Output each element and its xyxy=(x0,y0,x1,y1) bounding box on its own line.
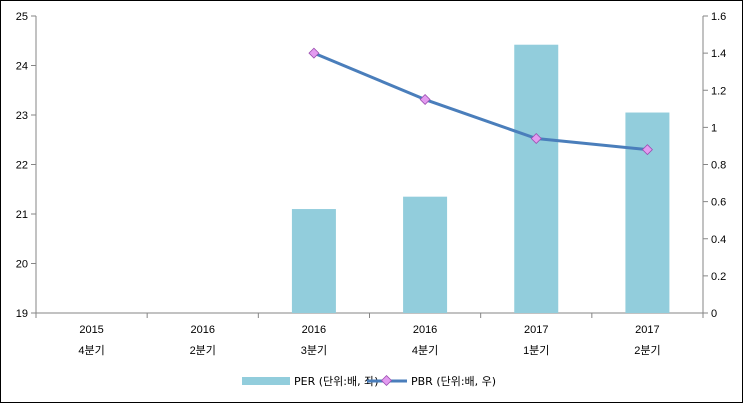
x-tick-label-quarter: 4분기 xyxy=(78,344,104,357)
x-tick-label-quarter: 3분기 xyxy=(301,344,327,357)
left-tick-label: 22 xyxy=(16,160,28,172)
pbr-point xyxy=(641,144,653,156)
legend-pbr-label: PBR (단위:배, 우) xyxy=(411,375,496,388)
per-bar xyxy=(625,112,670,314)
left-tick-label: 24 xyxy=(16,61,28,73)
left-tick-label: 23 xyxy=(16,110,28,122)
x-tick-label-quarter: 1분기 xyxy=(523,344,549,357)
x-tick-label-quarter: 4분기 xyxy=(412,344,438,357)
x-tick-label-year: 2015 xyxy=(79,324,103,336)
x-tick-label-year: 2016 xyxy=(413,324,437,336)
right-tick-label: 0 xyxy=(711,308,717,320)
x-tick-label-year: 2017 xyxy=(524,324,548,336)
right-tick-label: 1.6 xyxy=(711,11,726,23)
tick-labels: 19 20 21 22 23 24 25 0 0.2 0.4 0.6 0.8 1 1.2 1.4 1.6 201… xyxy=(16,11,727,357)
pbr-point xyxy=(530,132,542,145)
x-tick-label-year: 2016 xyxy=(302,324,326,336)
x-tick-label-year: 2017 xyxy=(635,324,659,336)
per-bar xyxy=(403,196,448,313)
pbr-line xyxy=(308,47,653,156)
pbr-point xyxy=(308,47,320,59)
x-tick-label-quarter: 2분기 xyxy=(634,344,660,357)
x-tick-label-year: 2016 xyxy=(191,324,215,336)
left-tick-label: 20 xyxy=(16,259,28,271)
left-tick-label: 25 xyxy=(16,11,28,23)
per-bars xyxy=(291,44,670,314)
axes xyxy=(31,15,708,318)
legend: PER (단위:배, 좌) PBR (단위:배, 우) xyxy=(242,374,496,388)
legend-per-label: PER (단위:배, 좌) xyxy=(294,375,379,388)
right-tick-label: 0.8 xyxy=(711,160,726,172)
per-bar xyxy=(514,44,559,314)
legend-per-swatch xyxy=(242,377,290,385)
right-tick-label: 0.4 xyxy=(711,234,726,246)
x-tick-label-quarter: 2분기 xyxy=(190,344,216,357)
right-tick-label: 1.4 xyxy=(711,48,726,60)
left-tick-label: 19 xyxy=(16,308,28,320)
pbr-point xyxy=(419,94,431,106)
right-tick-label: 1 xyxy=(711,122,717,134)
right-tick-label: 0.2 xyxy=(711,271,726,283)
left-tick-label: 21 xyxy=(16,209,28,221)
per-bar xyxy=(291,209,336,313)
pbr-series-line xyxy=(313,51,648,152)
right-tick-label: 1.2 xyxy=(711,85,726,97)
legend-pbr-marker xyxy=(380,374,393,387)
right-tick-label: 0.6 xyxy=(711,197,726,209)
